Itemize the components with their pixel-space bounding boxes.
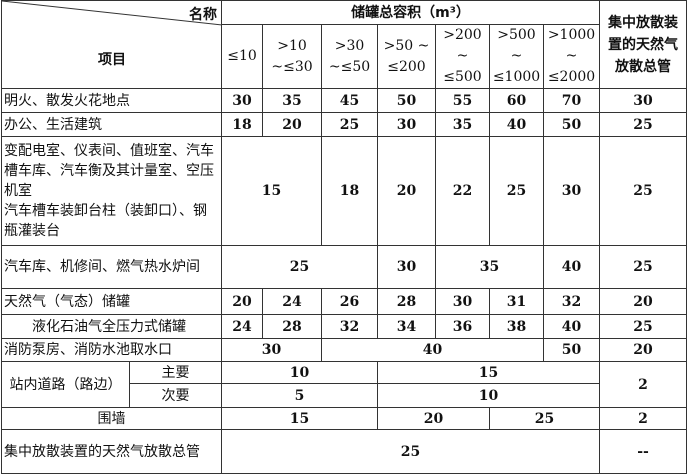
distance-value: 10 xyxy=(221,361,378,384)
distance-value: 5 xyxy=(221,383,378,408)
distance-value: 40 xyxy=(542,245,601,289)
distance-value: 30 xyxy=(377,112,436,137)
distance-value: 36 xyxy=(435,314,490,339)
range-header: >50 ~ ≤200 xyxy=(377,24,436,89)
distance-value: 25 xyxy=(321,112,378,137)
distance-value: 20 xyxy=(377,136,436,246)
distance-value: 20 xyxy=(599,338,687,362)
distance-value: 35 xyxy=(435,112,490,137)
corner-name-label: 名称 xyxy=(189,7,217,23)
row-item: 消防泵房、消防水池取水口 xyxy=(1,338,222,362)
distance-value: 30 xyxy=(435,288,490,315)
table-row: 液化石油气全压力式储罐 24 28 32 34 36 38 40 25 xyxy=(1,314,687,339)
distance-value: 38 xyxy=(489,314,544,339)
distance-value: 55 xyxy=(435,88,490,113)
distance-value: 20 xyxy=(221,288,263,315)
table-row: 汽车库、机修间、燃气热水炉间 25 30 35 40 25 xyxy=(1,245,687,289)
row-item: 围墙 xyxy=(1,407,222,430)
distance-value: 2 xyxy=(599,407,687,430)
distance-value: 15 xyxy=(221,407,378,430)
row-item: 办公、生活建筑 xyxy=(1,112,222,137)
distance-value: 35 xyxy=(435,245,544,289)
range-header: >1000 ~ ≤2000 xyxy=(542,24,601,89)
distance-value: 15 xyxy=(376,361,601,384)
distance-value: 34 xyxy=(377,314,436,339)
distance-value: 30 xyxy=(599,88,687,113)
table-row: 变配电室、仪表间、值班室、汽车槽车库、汽车衡及其计量室、空压机室 汽车槽车装卸台… xyxy=(1,136,687,246)
distance-value: 15 xyxy=(221,136,322,246)
row-item: 明火、散发火花地点 xyxy=(1,88,222,113)
row-item: 液化石油气全压力式储罐 xyxy=(1,314,222,339)
distance-value: 70 xyxy=(542,88,601,113)
distance-value: 45 xyxy=(321,88,378,113)
table-row: 集中放散装置的天然气放散总管 25 -- xyxy=(1,429,687,474)
range-header: >10 ~≤30 xyxy=(262,24,322,89)
distance-value: 50 xyxy=(542,112,601,137)
diagonal-line xyxy=(2,1,221,26)
distance-value: 18 xyxy=(321,136,378,246)
distance-value: 28 xyxy=(262,314,322,339)
distance-value: 25 xyxy=(488,407,601,430)
row-item: 汽车库、机修间、燃气热水炉间 xyxy=(1,245,222,289)
distance-value: 30 xyxy=(221,338,322,362)
volume-group-header: 储罐总容积（m³） xyxy=(220,0,601,25)
distance-value: 18 xyxy=(221,112,263,137)
row-subitem: 次要 xyxy=(129,383,222,408)
distance-value: 30 xyxy=(542,136,601,246)
distance-value: 40 xyxy=(321,338,544,362)
table-row: 天然气（气态）储罐 20 24 26 28 30 31 32 20 xyxy=(1,288,687,315)
distance-value: 26 xyxy=(321,288,378,315)
table-row: 围墙 15 20 25 2 xyxy=(1,407,687,430)
distance-value: 40 xyxy=(542,314,601,339)
range-header: ≤10 xyxy=(221,24,263,89)
distance-value: 31 xyxy=(489,288,544,315)
row-item: 天然气（气态）储罐 xyxy=(1,288,222,315)
distance-value: -- xyxy=(599,429,687,474)
distance-value: 32 xyxy=(542,288,601,315)
table-row: 办公、生活建筑 18 20 25 30 35 40 50 25 xyxy=(1,112,687,137)
distance-value: 25 xyxy=(599,314,687,339)
distance-value: 22 xyxy=(435,136,490,246)
range-header: >200 ~ ≤500 xyxy=(435,24,490,89)
table-row: 站内道路（路边） 主要 10 15 2 xyxy=(1,361,687,408)
distance-value: 25 xyxy=(599,112,687,137)
distance-value: 30 xyxy=(221,88,263,113)
range-header: >30 ~≤50 xyxy=(321,24,378,89)
corner-item-label: 项目 xyxy=(98,52,126,68)
distance-value: 25 xyxy=(599,136,687,246)
header-corner-cell: 名称 项目 xyxy=(1,0,222,89)
range-header: >500 ~ ≤1000 xyxy=(489,24,544,89)
distance-value: 20 xyxy=(262,112,322,137)
distance-value: 25 xyxy=(220,429,601,474)
distance-value: 32 xyxy=(321,314,378,339)
row-item: 变配电室、仪表间、值班室、汽车槽车库、汽车衡及其计量室、空压机室 汽车槽车装卸台… xyxy=(1,136,222,246)
distance-value: 40 xyxy=(489,112,544,137)
row-item: 站内道路（路边） xyxy=(1,361,130,408)
distance-value: 25 xyxy=(221,245,378,289)
distance-value: 20 xyxy=(377,407,490,430)
distance-value: 2 xyxy=(599,361,687,408)
distance-value: 60 xyxy=(489,88,544,113)
table-row: 明火、散发火花地点 30 35 45 50 55 60 70 30 xyxy=(1,88,687,113)
distance-value: 28 xyxy=(377,288,436,315)
distance-value: 24 xyxy=(262,288,322,315)
distance-value: 50 xyxy=(377,88,436,113)
distance-value: 30 xyxy=(377,245,436,289)
distance-value: 24 xyxy=(221,314,263,339)
distance-value: 35 xyxy=(262,88,322,113)
distance-value: 50 xyxy=(542,338,601,362)
row-item: 集中放散装置的天然气放散总管 xyxy=(1,429,222,474)
vent-header: 集中放散装置的天然气放散总管 xyxy=(599,0,687,89)
row-subitem: 主要 xyxy=(129,361,222,384)
table-row: 消防泵房、消防水池取水口 30 40 50 20 xyxy=(1,338,687,362)
distance-value: 20 xyxy=(599,288,687,315)
distance-value: 25 xyxy=(489,136,544,246)
distance-value: 25 xyxy=(599,245,687,289)
distance-value: 10 xyxy=(376,383,601,408)
